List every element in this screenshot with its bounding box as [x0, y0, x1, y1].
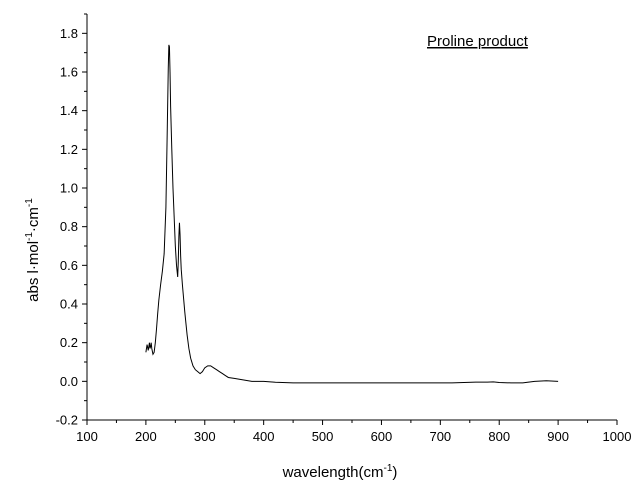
x-tick-label: 900 [547, 429, 569, 444]
y-tick-label: 1.6 [60, 65, 78, 80]
x-tick-label: 600 [371, 429, 393, 444]
x-tick-label: 800 [488, 429, 510, 444]
y-tick-label: 0.8 [60, 219, 78, 234]
y-tick-label: 0.2 [60, 335, 78, 350]
y-axis-label: abs l·mol-1·cm-1 [24, 198, 42, 302]
y-tick-label: 1.4 [60, 103, 78, 118]
x-ticks: 100 200 300 400 500 600 700 800 900 1000 [76, 420, 631, 444]
y-tick-label: 0.0 [60, 374, 78, 389]
x-tick-label: 500 [312, 429, 334, 444]
x-tick-label: 300 [194, 429, 216, 444]
y-tick-label: -0.2 [56, 413, 78, 428]
x-tick-label: 200 [135, 429, 157, 444]
series-annotation: Proline product [427, 33, 529, 50]
absorbance-series-line [145, 44, 559, 384]
y-tick-label: 1.8 [60, 26, 78, 41]
y-tick-label: 1.0 [60, 181, 78, 196]
y-tick-label: 1.2 [60, 142, 78, 157]
x-tick-label: 100 [76, 429, 98, 444]
y-ticks: -0.2 0.0 0.2 0.4 0.6 0.8 1.0 1.2 1.4 1.6 1.8 [56, 13, 87, 428]
y-tick-label: 0.6 [60, 258, 78, 273]
x-axis-label: wavelength(cm-1) [282, 463, 398, 481]
y-tick-label: 0.4 [60, 297, 78, 312]
x-tick-label: 400 [253, 429, 275, 444]
x-tick-label: 1000 [603, 429, 632, 444]
x-tick-label: 700 [429, 429, 451, 444]
